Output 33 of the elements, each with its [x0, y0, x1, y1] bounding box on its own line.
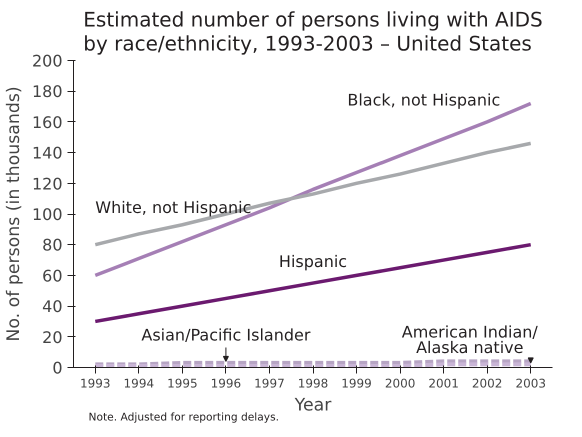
series-label: White, not Hispanic: [95, 198, 252, 218]
y-tick-label: 180: [32, 82, 63, 102]
series-label: Hispanic: [278, 252, 348, 271]
y-tick-label: 200: [32, 52, 63, 70]
x-tick-label: 1994: [124, 376, 154, 390]
x-tick-label: 1996: [210, 376, 242, 390]
text: Note. Adjusted for reporting delays.: [88, 410, 280, 424]
chart-title: Estimated number of persons living with AIDS by race/ethnicity, 1993-2003 – United States: [83, 8, 543, 56]
y-tick-label: 0: [52, 358, 63, 378]
x-tick-label: 1998: [298, 376, 328, 390]
y-tick-label: 160: [32, 112, 63, 132]
x-axis-title: Year: [294, 396, 332, 416]
x-tick-label: 1999: [341, 376, 372, 390]
series-label: Asian/Pacific Islander: [141, 325, 311, 344]
y-tick-label: 60: [42, 266, 62, 286]
x-tick-label: 2000: [384, 376, 416, 390]
y-tick-label: 20: [42, 328, 62, 347]
series-label: Black, not Hispanic: [347, 90, 500, 110]
line-series: [94, 242, 532, 324]
x-tick-label: 2002: [472, 376, 502, 390]
y-tick-label: 140: [32, 144, 63, 163]
series-label: American Indian/ Alaska native: [402, 322, 538, 357]
x-tick-label: 2003: [515, 376, 546, 390]
y-tick-label: 40: [42, 297, 62, 316]
line-series: [94, 142, 532, 246]
y-tick-label: 100: [32, 205, 63, 224]
x-tick-label: 2001: [428, 376, 459, 390]
y-axis-title: No. of persons (in thousands): [4, 86, 24, 342]
x-tick-label: 1993: [80, 376, 111, 390]
y-tick-label: 80: [42, 236, 62, 255]
x-tick-label: 1995: [167, 376, 198, 390]
x-tick-label: 1997: [254, 376, 285, 390]
y-tick-label: 120: [32, 174, 63, 194]
